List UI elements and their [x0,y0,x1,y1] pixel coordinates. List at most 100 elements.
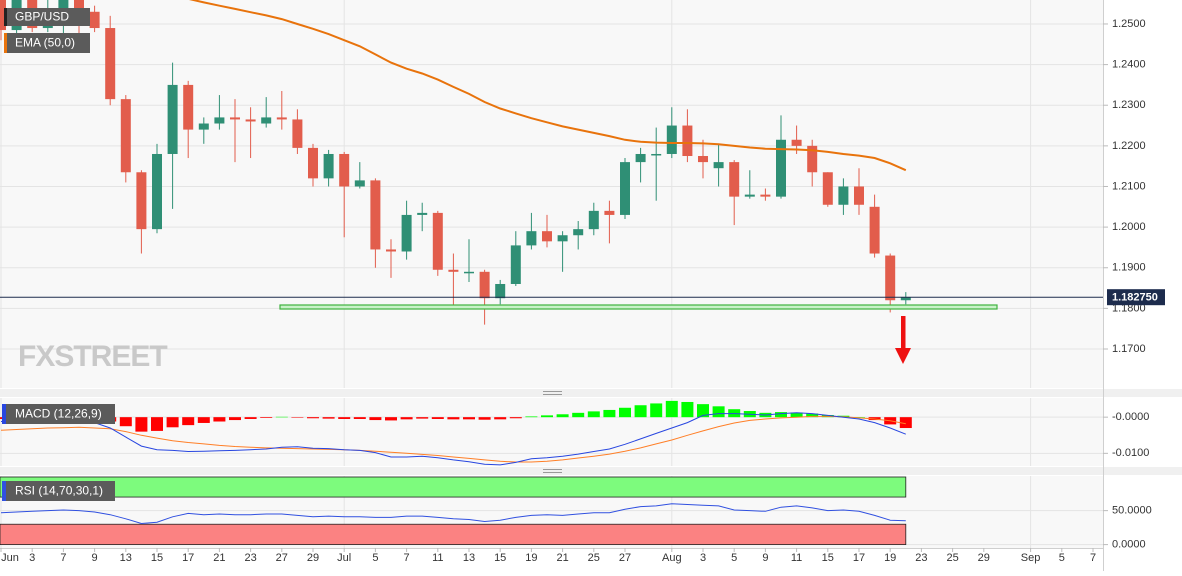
macd-histogram-bar [400,417,413,420]
down-arrow [895,316,911,364]
candle-body [822,172,833,205]
x-tick-label: Jul [337,552,351,564]
x-tick-label: 23 [915,552,927,564]
candle-body [854,186,864,205]
rsi-line [0,503,906,525]
last-price-box [1107,289,1165,306]
macd-histogram-bar [775,412,787,418]
macd-histogram-bar [197,417,210,423]
x-tick-label: 21 [556,552,568,564]
x-tick-label: 5 [372,552,378,564]
y-tick-label: 1.2000 [1112,221,1146,233]
macd-histogram-bar [525,416,538,418]
candle-body [776,139,786,197]
legend: GBP/USD EMA (50,0) MACD (12,26,9) RSI (1… [2,8,115,501]
macd-histogram-bar [213,417,226,422]
candle-body [401,214,412,252]
x-tick-label: 9 [92,552,98,564]
x-tick-label: 7 [60,552,66,564]
macd-histogram-bar [307,417,319,419]
x-tick-label: 13 [463,552,475,564]
candle-body [230,117,240,120]
rsi-box [2,481,115,501]
panel-separator[interactable] [0,389,1182,397]
candle-body [900,296,911,301]
candle-body [713,162,724,169]
x-tick-label: Sep [1021,552,1041,564]
candle-body [838,186,849,205]
x-tick-label: 3 [29,552,35,564]
candle-body [323,153,334,179]
separator-handle [543,391,562,473]
candle-body [245,119,256,122]
candle-body [89,11,100,29]
candle-body [74,0,84,12]
candle-body [417,212,428,215]
axes: 1.2500 1.2400 1.2300 1.2200 1.2100 1.2000 1.19… [0,18,1165,564]
macd-histogram-bar [697,404,709,418]
rsi-label: RSI (14,70,30,1) [15,484,103,498]
macd-histogram-bar [338,417,351,419]
candle-body [635,153,646,163]
candle-body [261,117,272,124]
candle-body [183,84,194,130]
candle-body [432,212,443,270]
macd-histogram-bar [260,417,273,418]
candle-body [0,0,6,31]
candle-body [744,194,755,197]
candle-body [869,206,880,254]
macd-histogram-bar [275,416,288,418]
x-tick-label: 15 [822,552,834,564]
macd-histogram-bar [494,417,507,420]
candle-body [354,180,365,187]
macd-histogram-bar [353,417,366,419]
macd-histogram-bar [151,417,163,431]
macd-histogram-bar [431,417,444,419]
ema-line [188,0,907,172]
macd-histogram-bar [572,412,585,418]
candle-body [760,194,771,197]
x-tick-label: 15 [151,552,163,564]
x-tick-label: 25 [946,552,958,564]
macd-histogram-bar [556,414,569,418]
x-tick-label: 17 [182,552,194,564]
macd-histogram-bar [509,417,522,419]
candle-body [604,210,615,215]
macd-box [2,404,115,424]
y-tick-label: 1.2500 [1112,18,1146,30]
macd-histogram-bar [603,409,616,418]
candle-body [495,283,506,299]
x-tick-label: 9 [762,552,768,564]
candle-body [573,229,584,236]
macd-histogram-bar [541,415,553,418]
x-tick-label: 27 [619,552,631,564]
y-tick-label: -0.0000 [1112,411,1149,423]
candle-body [791,139,802,146]
panel-separator[interactable] [0,467,1182,475]
macd-histogram-bar [229,417,241,421]
ema-stripe [4,33,7,53]
macd-histogram-bar [447,417,460,420]
x-tick-label: 23 [244,552,256,564]
symbol-box [4,8,90,26]
macd-label: MACD (12,26,9) [15,407,102,421]
y-tick-label: 1.2400 [1112,59,1146,71]
signal-line [0,415,906,463]
macd-histogram-bar [478,417,491,420]
y-tick-label: 1.2300 [1112,99,1146,111]
x-tick-label: 19 [525,552,537,564]
candle-body [58,0,69,12]
x-tick-label: 17 [853,552,865,564]
x-tick-label: 29 [978,552,990,564]
candle-body [588,210,599,230]
macd-histogram-bar [681,401,694,418]
y-tick-label: 1.1900 [1112,262,1146,274]
candle-body [292,119,303,148]
y-tick-label: 0.0000 [1112,539,1146,551]
ema-box [4,33,90,53]
candle-body [308,147,318,179]
y-tick-label: 1.2200 [1112,140,1146,152]
support-zone[interactable] [279,304,998,310]
macd-histogram-bar [634,405,647,418]
candle-body [464,271,474,274]
